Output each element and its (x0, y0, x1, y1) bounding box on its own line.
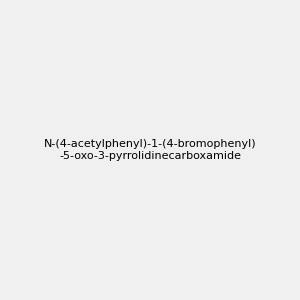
Text: N-(4-acetylphenyl)-1-(4-bromophenyl)
-5-oxo-3-pyrrolidinecarboxamide: N-(4-acetylphenyl)-1-(4-bromophenyl) -5-… (44, 139, 256, 161)
